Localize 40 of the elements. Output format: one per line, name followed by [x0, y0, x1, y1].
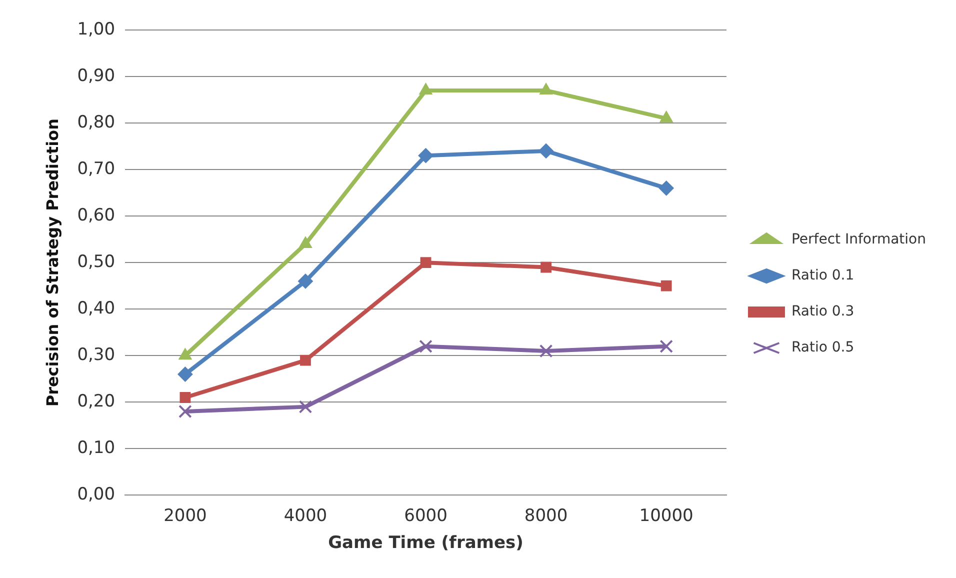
point — [660, 280, 672, 292]
legend-label: Ratio 0.5 — [791, 340, 854, 356]
y-tick-label: 0,70 — [77, 158, 116, 179]
point — [298, 400, 312, 414]
point — [178, 366, 193, 382]
x-tick-label: 8000 — [524, 506, 568, 526]
y-tick-label: 0,60 — [77, 206, 116, 226]
point — [658, 180, 674, 196]
point — [539, 82, 553, 94]
x-tick-label: 10000 — [639, 506, 694, 526]
x-axis-title: Game Time (frames) — [328, 533, 524, 554]
x-tick-label: 6000 — [404, 506, 448, 526]
x-tick-label: 2000 — [164, 506, 207, 526]
point — [419, 82, 432, 94]
y-tick-label: 1,00 — [77, 19, 116, 40]
legend-label: Perfect Information — [791, 232, 926, 248]
point — [538, 143, 554, 158]
legend-label: Ratio 0.1 — [791, 268, 854, 284]
point — [419, 340, 432, 353]
y-tick-label: 0,00 — [77, 484, 116, 505]
point — [418, 148, 434, 164]
point — [540, 262, 552, 273]
y-tick-label: 0,10 — [77, 438, 116, 458]
x-tick-label: 4000 — [284, 506, 328, 526]
y-axis-title: Precision of Strategy Prediction — [42, 118, 62, 407]
point — [300, 354, 311, 366]
point — [539, 344, 553, 358]
y-tick-label: 0,90 — [77, 66, 116, 86]
point — [180, 392, 191, 403]
point — [660, 110, 673, 122]
y-tick-label: 0,80 — [77, 112, 116, 132]
y-tick-label: 0,40 — [77, 298, 116, 319]
point — [178, 404, 192, 418]
y-tick-label: 0,20 — [77, 392, 116, 412]
point — [298, 274, 313, 289]
y-tick-label: 0,50 — [77, 252, 116, 272]
legend-label: Ratio 0.3 — [791, 304, 854, 320]
point — [420, 257, 432, 268]
point — [660, 340, 673, 353]
y-tick-label: 0,30 — [77, 345, 116, 366]
